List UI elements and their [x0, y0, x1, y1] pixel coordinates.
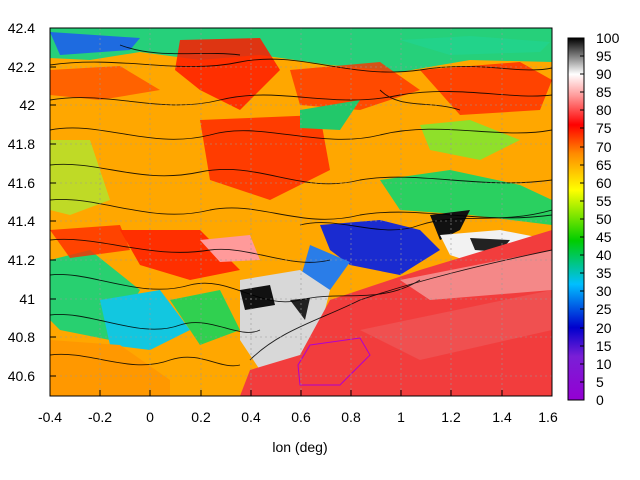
y-tick-label: 40.8	[8, 329, 35, 345]
colorbar-tick-label: 80	[596, 102, 612, 118]
y-tick-label: 41.2	[8, 252, 35, 268]
colorbar-ticks	[580, 37, 584, 401]
colorbar-tick-label: 40	[596, 247, 612, 263]
y-tick-label: 41.6	[8, 175, 35, 191]
colorbar-tick-label: 95	[596, 48, 612, 64]
colorbar-tick-label: 90	[596, 66, 612, 82]
y-tick-label: 42.4	[8, 20, 35, 36]
colorbar-tick-label: 35	[596, 265, 612, 281]
x-tick-label: 0.6	[291, 409, 311, 425]
x-tick-label: 1.2	[441, 409, 461, 425]
colorbar-tick-label: 0	[596, 392, 604, 408]
contour-lines	[50, 44, 552, 367]
x-tick-label: -0.4	[38, 409, 62, 425]
colorbar-tick-label: 75	[596, 120, 612, 136]
y-tick-label: 42.2	[8, 59, 35, 75]
x-tick-label: -0.2	[88, 409, 112, 425]
y-tick-label: 41.8	[8, 136, 35, 152]
y-tick-label: 40.6	[8, 368, 35, 384]
colorbar-tick-label: 70	[596, 139, 612, 155]
x-tick-label: 0.2	[191, 409, 211, 425]
colorbar-tick-label: 100	[596, 30, 620, 46]
colorbar-tick-label: 10	[596, 356, 612, 372]
axis-ticks	[49, 27, 553, 396]
colorbar-tick-label: 65	[596, 157, 612, 173]
y-tick-label: 41	[19, 291, 35, 307]
y-tick-label: 42	[19, 97, 35, 113]
colorbar-tick-label: 5	[596, 374, 604, 390]
colorbar-tick-label: 55	[596, 193, 612, 209]
x-axis-title: lon (deg)	[272, 439, 327, 455]
x-tick-label: 0.8	[341, 409, 361, 425]
y-tick-label: 41.4	[8, 213, 35, 229]
colorbar-tick-label: 20	[596, 320, 612, 336]
colorbar-tick-label: 50	[596, 211, 612, 227]
colorbar-tick-label: 25	[596, 301, 612, 317]
colorbar-tick-label: 45	[596, 229, 612, 245]
grid-lines	[50, 28, 552, 396]
x-tick-label: 0	[146, 409, 154, 425]
colorbar-tick-label: 30	[596, 283, 612, 299]
colorbar-tick-label: 85	[596, 84, 612, 100]
x-tick-label: 0.4	[241, 409, 261, 425]
x-tick-label: 1.4	[492, 409, 512, 425]
x-tick-label: 1	[397, 409, 405, 425]
colorbar-tick-label: 15	[596, 338, 612, 354]
colorbar-tick-label: 60	[596, 175, 612, 191]
x-tick-label: 1.6	[538, 409, 558, 425]
